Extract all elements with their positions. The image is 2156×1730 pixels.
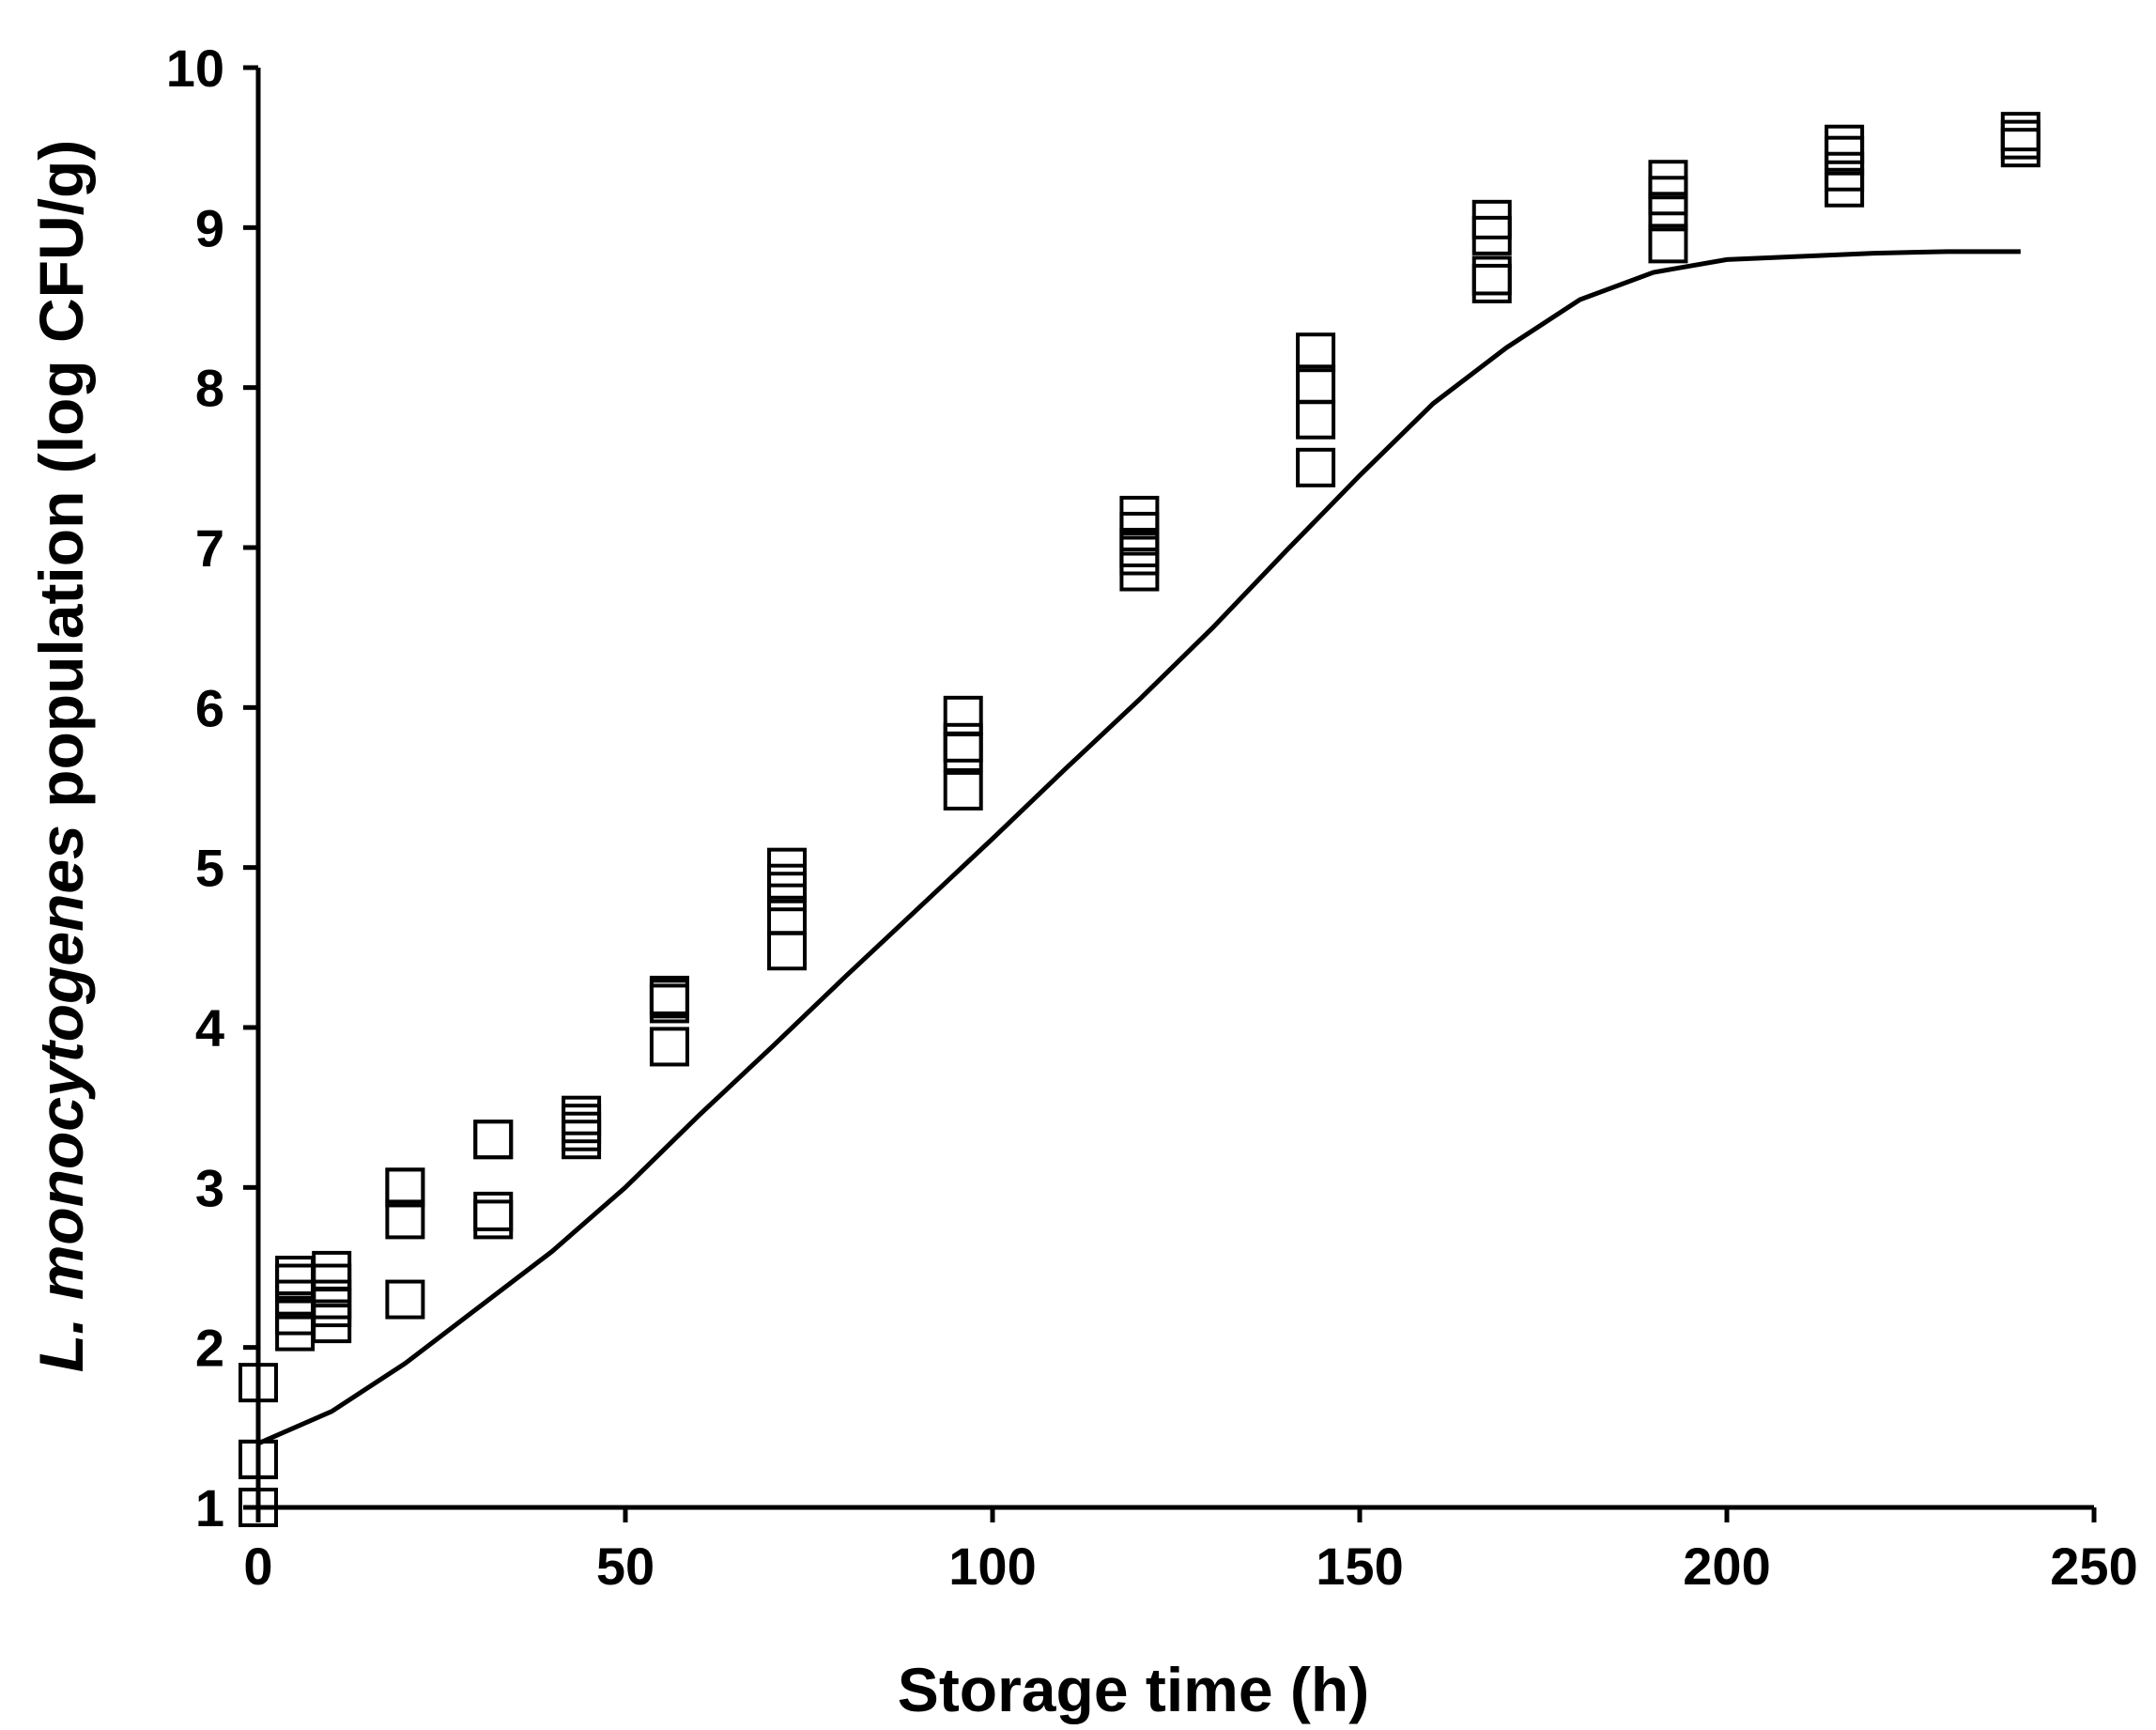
data-point xyxy=(649,1027,689,1067)
y-tick-label: 8 xyxy=(195,359,224,418)
y-tick-label: 4 xyxy=(195,998,224,1058)
data-point xyxy=(473,1191,514,1231)
x-axis-label: Storage time (h) xyxy=(898,1655,1369,1724)
data-point xyxy=(562,1095,602,1135)
data-point xyxy=(943,722,983,763)
data-point xyxy=(275,1256,316,1296)
data-point xyxy=(473,1120,514,1160)
y-tick-label: 3 xyxy=(195,1158,224,1217)
fitted-curve xyxy=(257,249,2021,1446)
y-axis-label: L. monocytogenes population (log CFU/g) xyxy=(26,140,96,1373)
data-point xyxy=(1296,364,1336,405)
y-tick-label: 10 xyxy=(166,39,224,98)
data-point xyxy=(943,733,983,773)
data-point xyxy=(312,1250,352,1290)
x-tick-label: 100 xyxy=(948,1537,1036,1596)
data-point xyxy=(239,1439,278,1479)
data-point xyxy=(473,1120,514,1160)
data-point xyxy=(767,931,808,971)
y-axis-label-rest: population (log CFU/g) xyxy=(26,140,96,825)
y-tick-label: 9 xyxy=(195,198,224,257)
y-tick-label: 5 xyxy=(195,839,224,898)
y-tick-label: 2 xyxy=(195,1319,224,1378)
data-point xyxy=(239,1363,278,1403)
plot-area xyxy=(239,112,2040,1527)
axes xyxy=(255,68,2094,1510)
data-point xyxy=(767,872,808,912)
data-point xyxy=(649,975,689,1015)
data-point xyxy=(767,895,808,935)
y-axis-label-species: L. monocytogenes xyxy=(26,825,96,1372)
y-axis-ticks: 1 2 3 4 5 6 7 8 9 10 xyxy=(166,39,258,1537)
x-tick-label: 150 xyxy=(1316,1537,1403,1596)
data-point xyxy=(1648,224,1688,264)
y-tick-label: 6 xyxy=(195,678,224,737)
data-point xyxy=(473,1199,514,1240)
data-point xyxy=(2000,112,2040,152)
x-tick-label: 0 xyxy=(243,1537,272,1596)
y-tick-label: 7 xyxy=(195,518,224,578)
data-point xyxy=(385,1167,425,1208)
data-point xyxy=(1648,160,1688,200)
data-point xyxy=(385,1199,425,1240)
data-point xyxy=(1471,263,1512,303)
data-point xyxy=(1296,399,1336,440)
data-point xyxy=(385,1279,425,1320)
data-point xyxy=(1296,332,1336,373)
data-point xyxy=(1471,255,1512,296)
data-point xyxy=(2000,119,2040,160)
data-point xyxy=(1471,199,1512,239)
data-point xyxy=(943,770,983,811)
data-point xyxy=(1825,124,1865,164)
data-point xyxy=(239,1488,278,1527)
data-point xyxy=(1296,447,1336,487)
x-tick-label: 50 xyxy=(596,1537,654,1596)
data-point xyxy=(943,695,983,735)
y-tick-label: 1 xyxy=(195,1478,224,1537)
x-axis-ticks: 0 50 100 150 200 250 xyxy=(243,1507,2138,1596)
x-tick-label: 200 xyxy=(1683,1537,1770,1596)
data-point xyxy=(1119,495,1160,535)
x-tick-label: 250 xyxy=(2050,1537,2137,1596)
data-point xyxy=(767,847,808,888)
